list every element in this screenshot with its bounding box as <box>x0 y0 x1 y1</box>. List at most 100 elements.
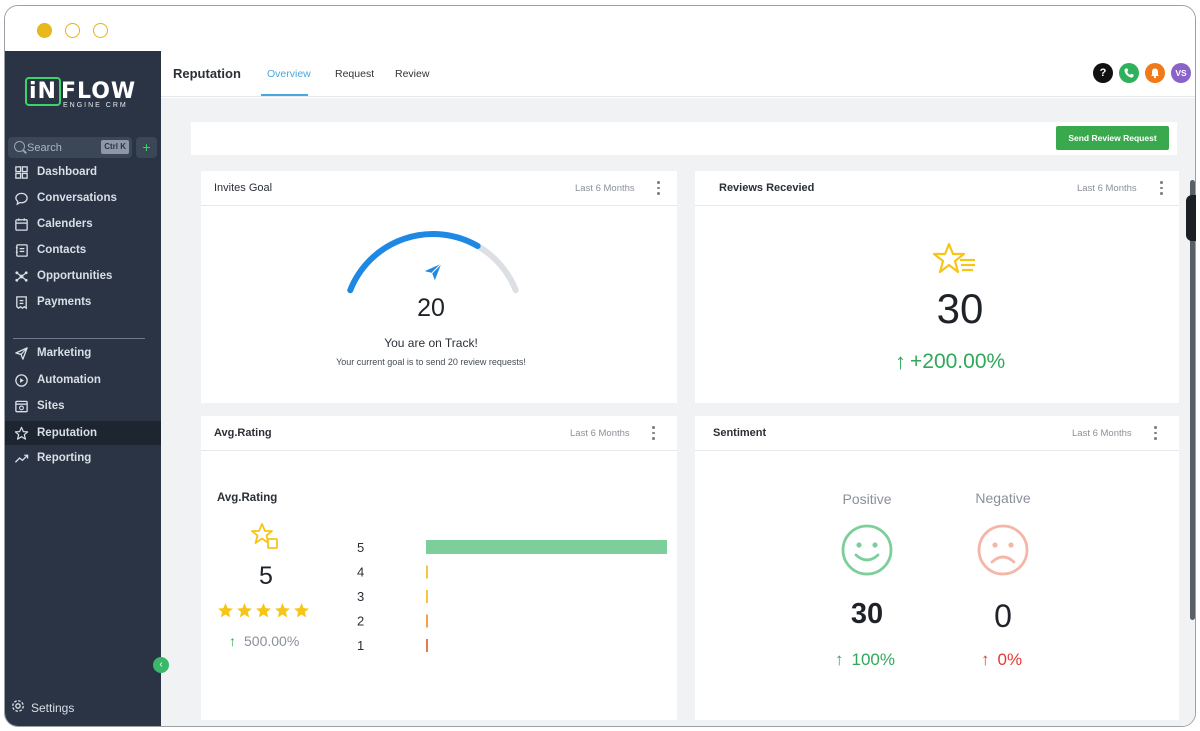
page-title: Reputation <box>173 66 241 81</box>
sidebar-item-label: Conversations <box>37 192 117 204</box>
quick-add-button[interactable]: + <box>136 137 157 158</box>
user-avatar[interactable]: VS <box>1171 63 1191 83</box>
more-options-icon[interactable] <box>654 180 664 196</box>
more-options-icon[interactable] <box>649 425 659 441</box>
more-options-icon[interactable] <box>1157 180 1167 196</box>
rating-change-indicator: ↑ 500.00% <box>229 633 299 649</box>
rating-bar-4 <box>426 565 428 579</box>
vertical-scrollbar[interactable] <box>1190 180 1195 620</box>
goal-description: Your current goal is to send 20 review r… <box>336 357 526 367</box>
date-range-label[interactable]: Last 6 Months <box>575 183 635 194</box>
trend-line-icon <box>14 451 29 466</box>
card-title: Invites Goal <box>214 182 273 194</box>
negative-change-indicator: ↑ 0% <box>981 650 1022 670</box>
rating-bar-1 <box>426 639 428 652</box>
collapse-sidebar-button[interactable]: ‹ <box>153 657 169 673</box>
contact-card-icon <box>14 243 29 258</box>
chat-bubble-icon <box>14 191 29 206</box>
search-box[interactable]: Ctrl K <box>8 137 132 158</box>
main-content: Send Review Request Invites Goal Last 6 … <box>161 98 1195 726</box>
rating-bar-2 <box>426 614 428 628</box>
send-icon <box>14 346 29 361</box>
star-icon <box>293 602 310 624</box>
star-rating <box>217 602 310 624</box>
logo-mark: iN FLOW <box>25 77 136 106</box>
sidebar-item-opportunities[interactable]: Opportunities <box>5 264 161 288</box>
rating-tick-label: 1 <box>357 638 364 653</box>
date-range-label[interactable]: Last 6 Months <box>570 428 630 439</box>
rating-tick-label: 3 <box>357 589 364 604</box>
search-icon <box>14 141 25 152</box>
sidebar-item-dashboard[interactable]: Dashboard <box>5 160 161 184</box>
positive-change-indicator: ↑ 100% <box>835 650 895 670</box>
active-tab-indicator <box>261 94 308 96</box>
tab-request[interactable]: Request <box>335 68 375 80</box>
sidebar-item-label: Dashboard <box>37 166 98 178</box>
negative-count: 0 <box>994 598 1012 634</box>
window-minimize-button[interactable] <box>65 23 80 38</box>
date-range-label[interactable]: Last 6 Months <box>1072 428 1132 439</box>
positive-count: 30 <box>850 598 884 630</box>
sidebar-item-sites[interactable]: Sites <box>5 394 161 418</box>
rating-distribution-chart: 5 4 3 2 1 <box>357 540 667 653</box>
side-panel-tab[interactable] <box>1186 195 1196 241</box>
star-badge-icon <box>251 523 278 549</box>
send-review-request-button[interactable]: Send Review Request <box>1056 126 1169 150</box>
paper-plane-icon <box>424 263 442 281</box>
tab-review[interactable]: Review <box>395 68 430 80</box>
rating-bar-5 <box>426 540 667 554</box>
gauge-progress <box>347 231 481 294</box>
help-icon[interactable]: ? <box>1093 63 1113 83</box>
tab-overview[interactable]: Overview <box>267 68 311 80</box>
sidebar-item-label: Sites <box>37 400 65 412</box>
sidebar-divider <box>13 338 145 339</box>
reviews-received-card: Reviews Recevied Last 6 Months 30 ↑ +200… <box>695 171 1179 403</box>
settings-label: Settings <box>31 700 75 715</box>
reviews-change-indicator: ↑ +200.00% <box>895 349 1005 375</box>
invites-goal-value: 20 <box>417 294 445 322</box>
arrow-up-icon: ↑ <box>229 633 236 649</box>
reviews-change-value: +200.00% <box>910 350 1006 373</box>
calendar-icon <box>14 217 29 232</box>
sidebar-item-label: Opportunities <box>37 270 113 282</box>
rating-change-value: 500.00% <box>244 633 300 649</box>
grid-icon <box>14 165 29 180</box>
sidebar-item-reputation[interactable]: Reputation <box>5 421 161 445</box>
sidebar-item-contacts[interactable]: Contacts <box>5 238 161 262</box>
arrow-up-icon: ↑ <box>835 650 844 669</box>
sidebar-item-label: Marketing <box>37 347 92 359</box>
sidebar-item-conversations[interactable]: Conversations <box>5 186 161 210</box>
sidebar-item-payments[interactable]: Payments <box>5 290 161 314</box>
rating-bar-3 <box>426 590 428 603</box>
more-options-icon[interactable] <box>1151 425 1161 441</box>
sidebar-item-label: Reporting <box>37 452 92 464</box>
window-close-button[interactable] <box>37 23 52 38</box>
sentiment-card: Sentiment Last 6 Months Positive Negativ… <box>695 416 1179 720</box>
sidebar-item-marketing[interactable]: Marketing <box>5 341 161 365</box>
sidebar-item-calenders[interactable]: Calenders <box>5 212 161 236</box>
arrow-up-icon: ↑ <box>895 349 906 374</box>
arrow-up-icon: ↑ <box>981 650 990 669</box>
date-range-label[interactable]: Last 6 Months <box>1077 183 1137 194</box>
phone-icon[interactable] <box>1119 63 1139 83</box>
negative-change-value: 0% <box>997 650 1023 669</box>
notification-bell-icon[interactable] <box>1145 63 1165 83</box>
card-title: Sentiment <box>713 427 767 439</box>
search-shortcut-badge: Ctrl K <box>101 140 129 154</box>
window-maximize-button[interactable] <box>93 23 108 38</box>
browser-icon <box>14 399 29 414</box>
star-review-icon <box>933 242 975 274</box>
sidebar-item-settings[interactable]: Settings <box>11 699 74 716</box>
search-input[interactable] <box>27 139 99 156</box>
sidebar-item-automation[interactable]: Automation <box>5 368 161 392</box>
star-icon <box>255 602 272 624</box>
sidebar-item-reporting[interactable]: Reporting <box>5 446 161 470</box>
gauge-track <box>474 242 519 294</box>
smiley-face-icon <box>841 524 893 576</box>
card-header: Avg.Rating Last 6 Months <box>201 416 677 451</box>
rating-tick-label: 2 <box>357 614 364 629</box>
action-bar: Send Review Request <box>191 122 1177 155</box>
inflow-logo[interactable]: iN FLOW ENGINE CRM <box>25 77 136 113</box>
positive-change-value: 100% <box>851 650 895 669</box>
